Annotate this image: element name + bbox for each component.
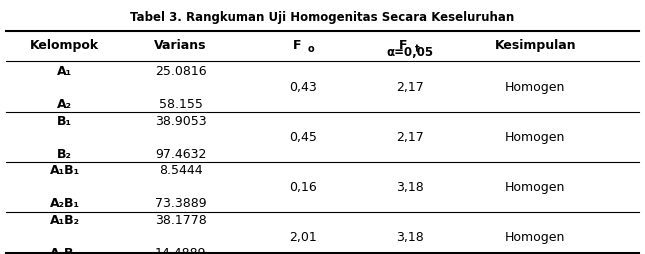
Text: F: F	[292, 39, 301, 52]
Text: α=0,05: α=0,05	[386, 46, 433, 58]
Text: F: F	[399, 39, 408, 52]
Text: 2,17: 2,17	[395, 81, 424, 94]
Text: 38.1778: 38.1778	[155, 213, 206, 226]
Text: Homogen: Homogen	[505, 81, 566, 94]
Text: B₂: B₂	[57, 147, 72, 160]
Text: A₂B₂: A₂B₂	[50, 246, 79, 254]
Text: 8.5444: 8.5444	[159, 164, 203, 177]
Text: 2,17: 2,17	[395, 131, 424, 144]
Text: 2,01: 2,01	[289, 230, 317, 243]
Text: 14.4889: 14.4889	[155, 246, 206, 254]
Text: A₁: A₁	[57, 65, 72, 77]
Text: A₂B₁: A₂B₁	[50, 197, 79, 210]
Text: 3,18: 3,18	[395, 230, 424, 243]
Text: 0,16: 0,16	[289, 180, 317, 193]
Text: Homogen: Homogen	[505, 180, 566, 193]
Text: 3,18: 3,18	[395, 180, 424, 193]
Text: 0,45: 0,45	[289, 131, 317, 144]
Text: Homogen: Homogen	[505, 230, 566, 243]
Text: 25.0816: 25.0816	[155, 65, 206, 77]
Text: 58.155: 58.155	[159, 98, 203, 110]
Text: Tabel 3. Rangkuman Uji Homogenitas Secara Keseluruhan: Tabel 3. Rangkuman Uji Homogenitas Secar…	[130, 11, 515, 24]
Text: A₁B₁: A₁B₁	[50, 164, 79, 177]
Text: 97.4632: 97.4632	[155, 147, 206, 160]
Text: t: t	[415, 44, 420, 54]
Text: B₁: B₁	[57, 114, 72, 127]
Text: 73.3889: 73.3889	[155, 197, 206, 210]
Text: A₁B₂: A₁B₂	[50, 213, 79, 226]
Text: 38.9053: 38.9053	[155, 114, 206, 127]
Text: Varians: Varians	[154, 39, 207, 52]
Text: Kesimpulan: Kesimpulan	[495, 39, 576, 52]
Text: o: o	[308, 44, 314, 54]
Text: A₂: A₂	[57, 98, 72, 110]
Text: Kelompok: Kelompok	[30, 39, 99, 52]
Text: 0,43: 0,43	[289, 81, 317, 94]
Text: Homogen: Homogen	[505, 131, 566, 144]
